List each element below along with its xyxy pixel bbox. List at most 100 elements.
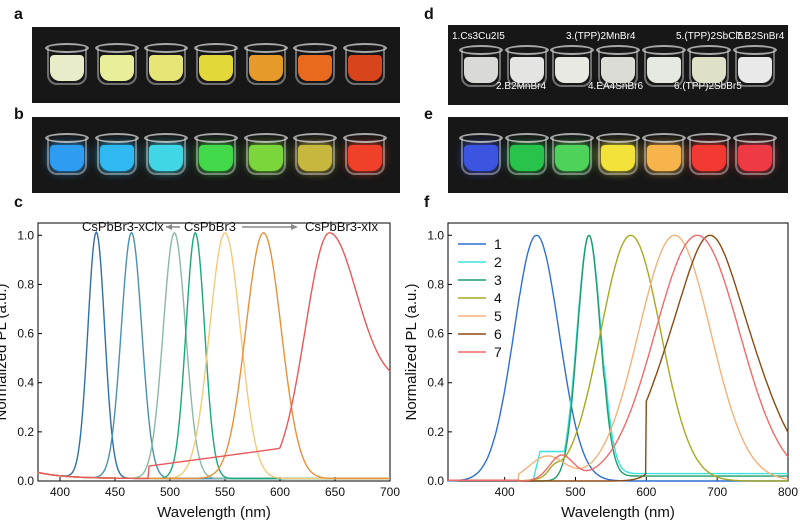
vial-rim bbox=[550, 45, 595, 55]
legend-label-2: 2 bbox=[494, 254, 502, 270]
panel-label-e: e bbox=[424, 106, 433, 123]
annotation-chloride: CsPbBr3-xClx bbox=[82, 219, 164, 234]
vial-b-5 bbox=[243, 133, 288, 177]
legend-label-1: 1 bbox=[494, 236, 502, 252]
vial-a-1 bbox=[44, 43, 89, 87]
vial-rim bbox=[641, 45, 686, 55]
vial-rim bbox=[343, 133, 388, 143]
vial-glass bbox=[345, 47, 386, 85]
y-axis-label: Normalized PL (a.u.) bbox=[403, 284, 420, 421]
vial-glass bbox=[598, 49, 638, 87]
legend-label-7: 7 bbox=[494, 344, 502, 360]
x-axis-label: Wavelength (nm) bbox=[157, 504, 271, 521]
vial-a-5 bbox=[243, 43, 288, 87]
compound-label-3: 3.(TPP)2MnBr4 bbox=[566, 31, 636, 42]
panel-label-d: d bbox=[424, 6, 434, 23]
y-tick-label: 0.6 bbox=[17, 327, 34, 341]
vial-rim bbox=[687, 133, 732, 143]
vial-glass bbox=[643, 137, 684, 175]
x-axis-label: Wavelength (nm) bbox=[561, 504, 675, 521]
vial-e-1 bbox=[458, 133, 503, 177]
annotation-bromide: CsPbBr3 bbox=[184, 219, 236, 234]
series-line-7 bbox=[37, 232, 391, 480]
vial-a-4 bbox=[194, 43, 238, 87]
vial-glass bbox=[506, 49, 547, 87]
legend-label-5: 5 bbox=[494, 308, 502, 324]
vial-d-6 bbox=[687, 45, 732, 89]
vial-glass bbox=[295, 47, 336, 85]
vial-b-6 bbox=[293, 133, 338, 177]
x-tick-label: 400 bbox=[50, 485, 70, 499]
photo-panel-e bbox=[448, 117, 788, 193]
vial-rim bbox=[596, 133, 640, 143]
panel-label-f: f bbox=[424, 194, 430, 211]
vial-glass bbox=[735, 49, 776, 87]
x-tick-label: 550 bbox=[215, 485, 235, 499]
vial-e-7 bbox=[733, 133, 778, 177]
vial-b-7 bbox=[343, 133, 388, 177]
y-tick-label: 0.8 bbox=[427, 277, 444, 291]
vial-glass bbox=[598, 137, 638, 175]
arrow-left-head bbox=[166, 224, 172, 230]
photo-panel-d: 1.Cs3Cu2I5 3.(TPP)2MnBr4 5.(TPP)2SbCl5 7… bbox=[448, 25, 788, 105]
x-tick-label: 500 bbox=[160, 485, 180, 499]
vial-rim bbox=[144, 43, 189, 53]
vial-rim bbox=[94, 133, 139, 143]
compound-label-6: 6.(TPP)2SbBr5 bbox=[674, 81, 742, 92]
vial-glass bbox=[96, 137, 137, 175]
vial-glass bbox=[735, 137, 776, 175]
vial-rim bbox=[194, 133, 238, 143]
vial-rim bbox=[194, 43, 238, 53]
y-tick-label: 1.0 bbox=[427, 228, 444, 242]
y-tick-label: 0.6 bbox=[427, 327, 444, 341]
vial-glass bbox=[46, 47, 87, 85]
y-tick-label: 0.0 bbox=[17, 474, 34, 488]
chart-f: 400 500 600 700 800 0.0 0.2 0.4 0.6 0.8 1.0 Wavelen… bbox=[403, 222, 798, 521]
x-tick-label: 600 bbox=[636, 485, 656, 499]
vial-rim bbox=[293, 43, 338, 53]
vial-rim bbox=[687, 45, 732, 55]
vial-rim bbox=[504, 133, 549, 143]
vial-d-5 bbox=[641, 45, 686, 89]
y-tick-label: 1.0 bbox=[17, 228, 34, 242]
vial-e-5 bbox=[641, 133, 686, 177]
vial-rim bbox=[596, 45, 640, 55]
vial-glass bbox=[460, 137, 501, 175]
annotation-iodide: CsPbBr3-xIx bbox=[305, 219, 378, 234]
vial-glass bbox=[46, 137, 87, 175]
x-tick-label: 450 bbox=[105, 485, 125, 499]
x-tick-label: 700 bbox=[707, 485, 727, 499]
x-tick-label: 500 bbox=[565, 485, 585, 499]
vial-b-3 bbox=[144, 133, 189, 177]
vial-d-1 bbox=[458, 45, 503, 89]
compound-label-2: 2.B2MnBr4 bbox=[496, 81, 547, 92]
vial-glass bbox=[689, 49, 730, 87]
y-tick-label: 0.4 bbox=[427, 376, 444, 390]
vial-rim bbox=[504, 45, 549, 55]
x-tick-label: 600 bbox=[270, 485, 290, 499]
legend-label-6: 6 bbox=[494, 326, 502, 342]
series-line-7 bbox=[448, 234, 789, 482]
x-tick-label: 700 bbox=[380, 485, 400, 499]
vial-glass bbox=[345, 137, 386, 175]
vial-glass bbox=[460, 49, 501, 87]
vial-d-3 bbox=[550, 45, 595, 89]
vial-glass bbox=[643, 49, 684, 87]
vial-b-1 bbox=[44, 133, 89, 177]
vial-d-7 bbox=[733, 45, 778, 89]
vial-a-6 bbox=[293, 43, 338, 87]
panel-label-c: c bbox=[14, 194, 23, 211]
vial-e-2 bbox=[504, 133, 549, 177]
vial-glass bbox=[295, 137, 336, 175]
y-tick-label: 0.2 bbox=[427, 425, 444, 439]
vial-e-6 bbox=[687, 133, 732, 177]
vial-b-2 bbox=[94, 133, 139, 177]
vial-glass bbox=[96, 47, 137, 85]
y-tick-label: 0.0 bbox=[427, 474, 444, 488]
y-tick-label: 0.4 bbox=[17, 376, 34, 390]
vial-b-4 bbox=[194, 133, 238, 177]
vial-glass bbox=[552, 49, 593, 87]
x-tick-label: 800 bbox=[778, 485, 798, 499]
vial-d-2 bbox=[504, 45, 549, 89]
panel-label-b: b bbox=[14, 106, 24, 123]
